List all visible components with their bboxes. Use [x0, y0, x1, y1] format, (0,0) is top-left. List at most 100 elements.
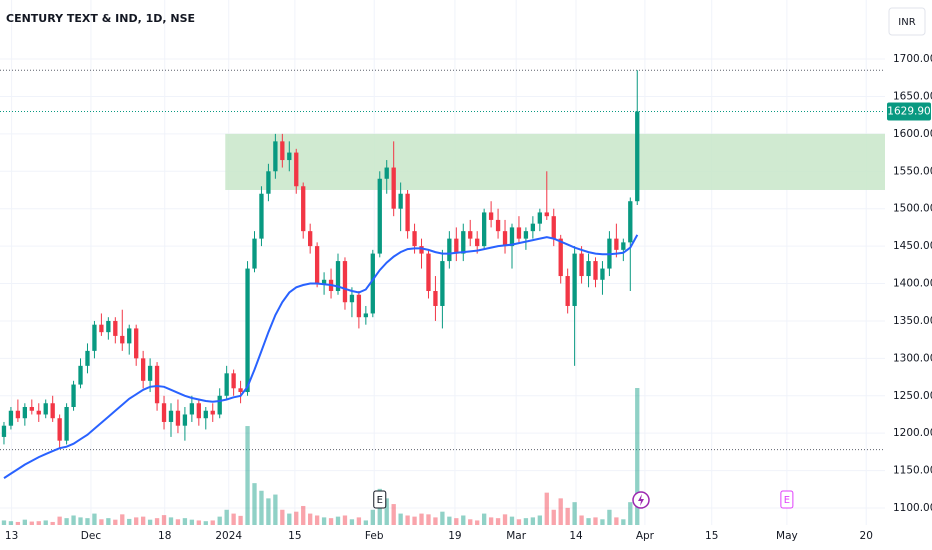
- volume-bar: [370, 509, 375, 525]
- candle-body: [280, 141, 285, 161]
- candle-body: [614, 238, 619, 250]
- volume-bar: [363, 520, 369, 525]
- volume-bar: [440, 511, 445, 525]
- x-tick-label: 18: [158, 530, 171, 542]
- candle-body: [57, 418, 62, 441]
- y-tick-label: 1150.00: [893, 465, 932, 477]
- event-label: E: [784, 495, 790, 506]
- volume-bar: [426, 514, 431, 525]
- candle-body: [106, 320, 111, 333]
- volume-bar: [189, 519, 195, 525]
- candle-body: [22, 406, 28, 419]
- moving-average: [3, 234, 639, 479]
- volume-bar: [29, 521, 34, 525]
- volume-bar: [433, 517, 438, 525]
- volume-bar: [495, 518, 501, 525]
- candle-body: [168, 410, 174, 422]
- volume-bar: [628, 502, 633, 525]
- volume-bar: [468, 519, 473, 525]
- volume-bar: [64, 518, 69, 525]
- candle-body: [509, 227, 515, 247]
- candle-body: [224, 373, 229, 396]
- volume-bar: [203, 521, 208, 525]
- candle-body: [314, 246, 320, 284]
- candle-body: [161, 403, 167, 422]
- volume-bar: [579, 515, 584, 525]
- currency-button[interactable]: [888, 7, 926, 36]
- candle-body: [8, 410, 14, 426]
- volume-bar: [349, 519, 355, 525]
- candle-body: [182, 414, 188, 426]
- candle-body: [384, 167, 389, 179]
- candle-body: [426, 253, 431, 292]
- volume-bar: [175, 519, 181, 525]
- candle-body: [468, 231, 473, 239]
- volume-bar: [509, 516, 515, 525]
- candle-body: [154, 365, 160, 404]
- volume-bar: [196, 520, 201, 525]
- candle-body: [433, 291, 438, 306]
- volume-bar: [36, 521, 41, 525]
- volume-bar: [147, 519, 153, 525]
- candle-body: [551, 216, 556, 239]
- volume-bar: [43, 520, 48, 525]
- volume-bar: [405, 515, 410, 525]
- volume-bar: [461, 515, 466, 525]
- candle-body: [572, 253, 577, 306]
- volume-bar: [8, 521, 14, 525]
- volume-bar: [600, 519, 605, 525]
- candle-body: [127, 328, 132, 344]
- y-tick-label: 1400.00: [893, 278, 932, 290]
- candle-body: [377, 178, 382, 254]
- x-tick-label: May: [776, 530, 798, 542]
- candle-body: [85, 350, 90, 366]
- candle-body: [635, 111, 640, 202]
- volume-bar: [419, 513, 424, 525]
- candle-body: [29, 406, 34, 411]
- candle-body: [113, 320, 118, 336]
- candle-body: [134, 328, 139, 359]
- volume-bar: [454, 518, 459, 525]
- volume-bar: [294, 511, 299, 525]
- x-tick-label: 15: [288, 530, 301, 542]
- volume-bar: [140, 516, 146, 525]
- candle-body: [1, 425, 7, 437]
- candle-body: [252, 238, 257, 269]
- volume-bar: [280, 509, 285, 525]
- candle-body: [412, 231, 417, 247]
- candle-body: [203, 410, 208, 419]
- candle-body: [71, 384, 76, 407]
- volume-bar: [565, 507, 570, 525]
- volume-bar: [259, 490, 264, 525]
- candle-body: [481, 212, 487, 247]
- y-tick-label: 1350.00: [893, 315, 932, 327]
- volume-bar: [231, 513, 236, 525]
- volume-bar: [168, 517, 174, 525]
- candle-body: [447, 238, 452, 262]
- volume-bar: [412, 516, 417, 525]
- candle-body: [335, 261, 341, 292]
- candle-body: [628, 201, 633, 243]
- volume-bar: [154, 518, 160, 525]
- x-tick-label: Mar: [506, 530, 526, 542]
- volume-bar: [113, 519, 118, 525]
- volume-bar: [398, 513, 403, 525]
- chart-title: CENTURY TEXT & IND, 1D, NSE: [6, 12, 195, 25]
- volume-bar: [384, 498, 389, 525]
- event-box: [780, 490, 794, 509]
- candle-body: [43, 403, 48, 415]
- y-tick-label: 1300.00: [893, 352, 932, 364]
- volume-bar: [161, 515, 167, 525]
- volume-bar: [71, 515, 76, 525]
- candle-body: [175, 410, 181, 426]
- lightning-event: [632, 491, 650, 509]
- candle-body: [516, 227, 522, 239]
- candle-body: [294, 152, 299, 187]
- last-price-box: [887, 102, 931, 121]
- event-label: E: [377, 495, 383, 506]
- candle-body: [454, 238, 459, 254]
- candle-body: [217, 395, 222, 415]
- volume-bar: [85, 518, 90, 525]
- candle-body: [349, 294, 355, 303]
- candle-body: [579, 253, 584, 277]
